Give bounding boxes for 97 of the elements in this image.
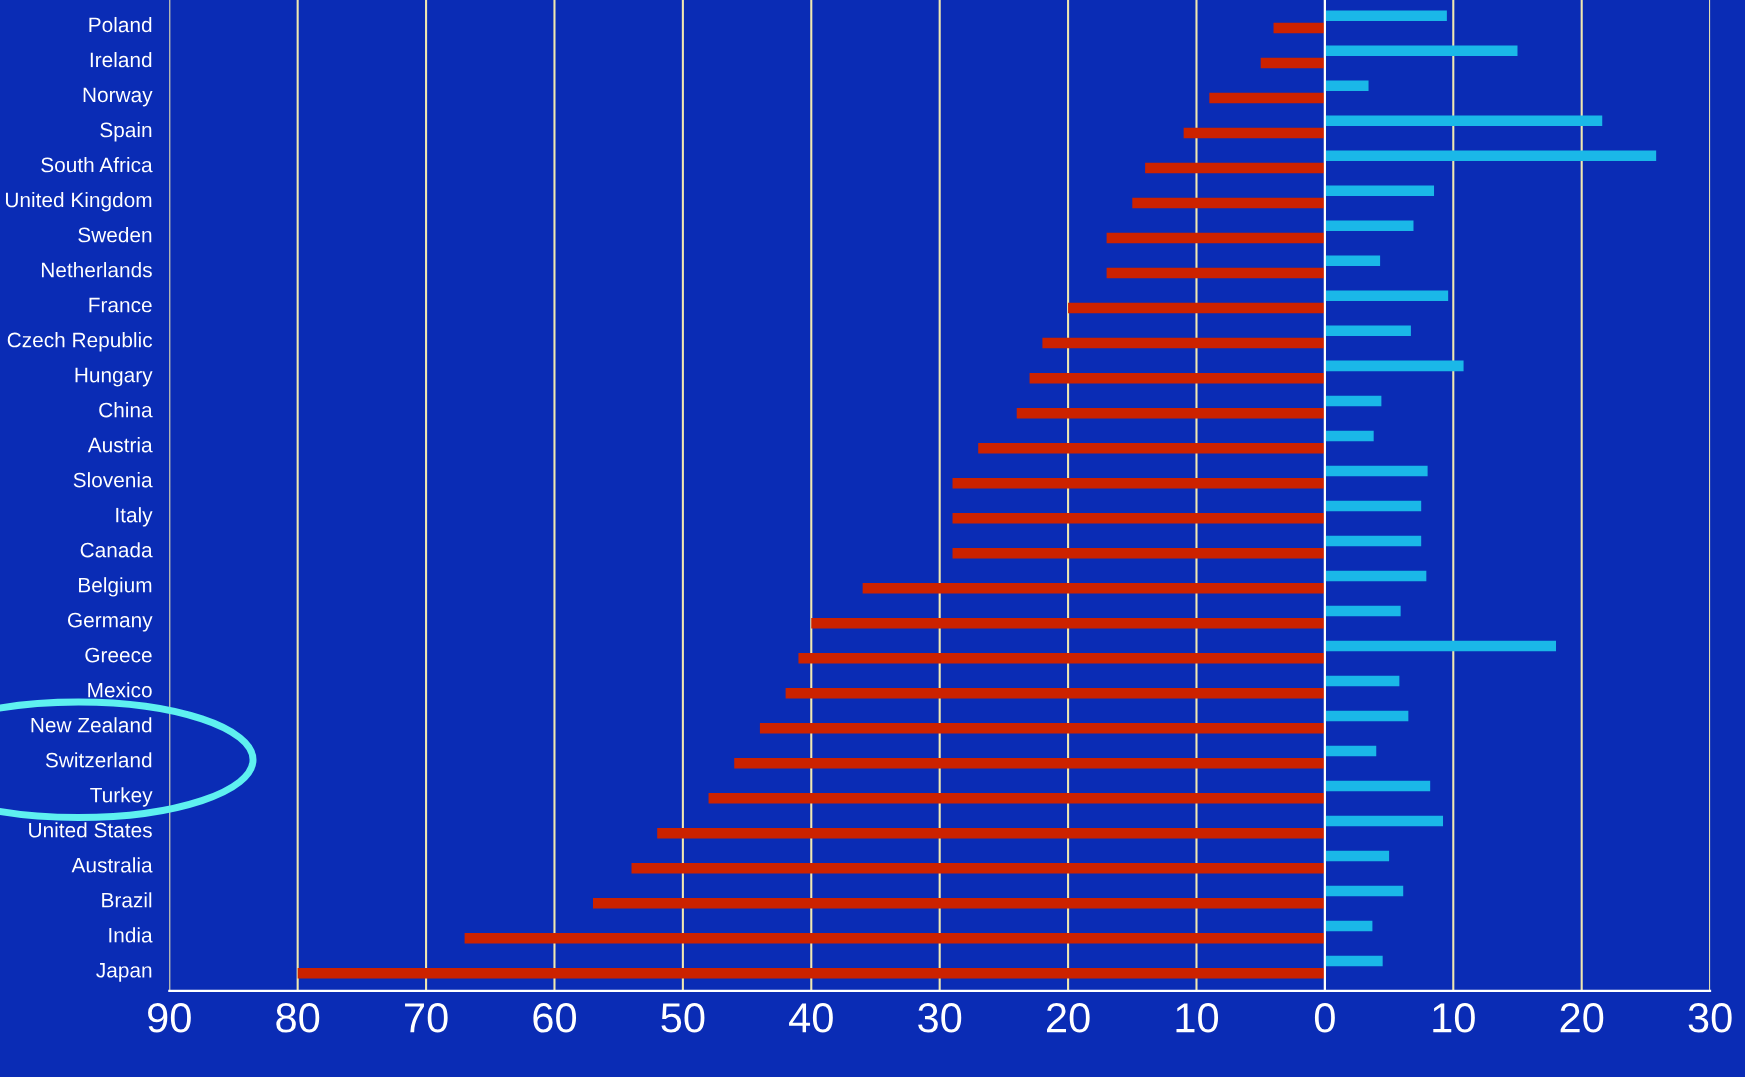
y-tick-label: New Zealand — [31, 717, 152, 733]
y-tick-label: Germany — [67, 612, 153, 632]
x-tick-label: 70 — [405, 1003, 448, 1033]
y-tick-label: Italy — [116, 507, 153, 527]
bar — [1324, 640, 1557, 652]
x-tick-label: 40 — [789, 1003, 833, 1033]
y-tick-label: Czech Republic — [7, 332, 153, 352]
y-tick-label: India — [109, 927, 153, 943]
x-tick-label: 10 — [1433, 1003, 1475, 1033]
bar — [1324, 430, 1374, 442]
y-tick-label: Poland — [89, 16, 152, 33]
bar — [1324, 45, 1518, 57]
bar — [1324, 80, 1369, 92]
x-tick-label: 30 — [1688, 1003, 1732, 1033]
bar — [1209, 92, 1325, 104]
x-tick-label: 30 — [918, 1003, 962, 1033]
bar — [1029, 372, 1325, 384]
bar — [798, 652, 1325, 664]
y-tick-label: Japan — [96, 963, 152, 982]
y-tick-label: Spain — [100, 122, 152, 142]
y-tick-label: United States — [29, 822, 152, 838]
bar — [1145, 162, 1325, 174]
bar — [1324, 10, 1447, 22]
y-tick-label: Austria — [87, 437, 153, 453]
bar — [811, 617, 1325, 629]
bar — [1273, 22, 1325, 34]
y-tick-label: China — [99, 402, 153, 418]
bar — [1068, 302, 1325, 314]
x-tick-label: 20 — [1560, 1003, 1604, 1033]
bar — [1324, 465, 1428, 477]
bar — [1324, 815, 1444, 827]
bar — [1106, 232, 1325, 244]
bar — [1324, 885, 1404, 897]
y-tick-label: Greece — [85, 647, 152, 663]
bar — [978, 442, 1325, 454]
bar — [464, 933, 1325, 944]
y-tick-label: Hungary — [75, 367, 153, 387]
bar — [1324, 955, 1383, 967]
y-tick-label: United Kingdom — [5, 192, 152, 212]
bar — [1324, 500, 1422, 512]
y-tick-label: Belgium — [79, 577, 152, 597]
x-tick-label: 50 — [661, 1003, 705, 1033]
bar — [1324, 745, 1377, 757]
bar — [1324, 780, 1431, 792]
bar — [952, 477, 1325, 489]
bar — [1324, 325, 1411, 337]
x-tick-label: 80 — [276, 1003, 320, 1033]
bar — [592, 898, 1325, 909]
x-tick-label: 20 — [1047, 1003, 1090, 1033]
y-tick-label: France — [89, 297, 152, 313]
bar — [1324, 675, 1400, 687]
bar — [708, 793, 1325, 804]
bar — [1324, 290, 1449, 302]
bar — [1106, 267, 1325, 279]
bar — [1324, 850, 1390, 862]
bar — [1324, 535, 1422, 547]
bar — [1132, 197, 1325, 209]
y-tick-label: Canada — [80, 542, 153, 558]
y-tick-label: Netherlands — [41, 262, 152, 278]
bar — [759, 723, 1325, 734]
bar — [952, 512, 1325, 524]
y-tick-label: Sweden — [78, 227, 152, 243]
bar — [1042, 337, 1325, 349]
bar — [1324, 360, 1464, 372]
bar — [952, 547, 1325, 559]
y-tick-label: South Africa — [41, 157, 153, 173]
bar — [1324, 115, 1603, 127]
y-tick-label: Norway — [83, 87, 153, 107]
y-tick-label: Mexico — [88, 682, 152, 698]
y-tick-label: Brazil — [102, 892, 152, 908]
bar — [1324, 220, 1414, 232]
bar — [734, 758, 1325, 769]
bar — [1260, 57, 1325, 69]
y-tick-label: Australia — [71, 857, 153, 873]
bar — [631, 863, 1325, 874]
bar — [1324, 150, 1657, 162]
bar — [1183, 127, 1325, 139]
x-tick-label: 60 — [533, 1003, 577, 1033]
x-tick-label: 90 — [148, 1003, 191, 1033]
bar — [1016, 407, 1325, 419]
x-tick-label: 0 — [1314, 1003, 1335, 1033]
bar — [1324, 920, 1373, 932]
bar — [785, 687, 1325, 699]
bar — [657, 828, 1325, 839]
bar — [1324, 605, 1401, 617]
bar — [862, 582, 1325, 594]
y-tick-label: Switzerland — [45, 752, 152, 768]
bar — [1324, 570, 1427, 582]
y-tick-label: Slovenia — [73, 472, 153, 488]
y-tick-label: Ireland — [90, 51, 152, 68]
x-tick-label: 10 — [1176, 1003, 1219, 1033]
bar — [1324, 710, 1409, 722]
bar — [1324, 395, 1382, 407]
bar — [1324, 185, 1435, 197]
bar — [297, 968, 1325, 979]
bar — [1324, 255, 1381, 267]
y-tick-label: Turkey — [90, 787, 153, 807]
